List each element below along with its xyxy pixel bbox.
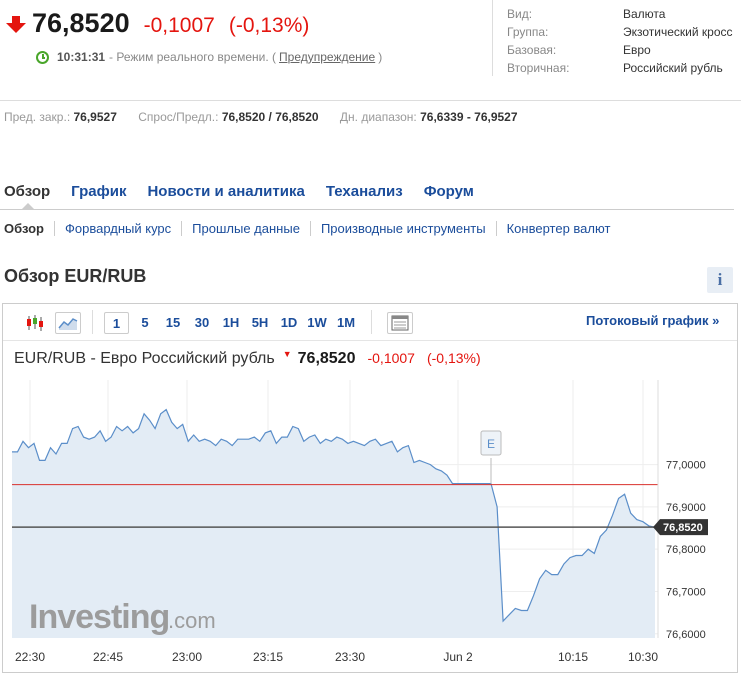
interval-5-button[interactable]: 5 bbox=[141, 315, 149, 330]
quote-row: 76,8520 -0,1007 (-0,13%) bbox=[4, 8, 309, 39]
area-chart-icon[interactable] bbox=[55, 312, 81, 334]
tab-technical[interactable]: Теханализ bbox=[325, 183, 403, 200]
interval-1w-button[interactable]: 1W bbox=[307, 315, 327, 330]
x-tick-label: 10:30 bbox=[628, 650, 658, 664]
info-base-value: Евро bbox=[623, 43, 651, 57]
tab-chart[interactable]: График bbox=[71, 183, 127, 200]
info-type-label: Вид: bbox=[507, 7, 533, 21]
y-tick-label: 76,8000 bbox=[666, 544, 706, 556]
bid-ask-value: 76,8520 / 76,8520 bbox=[221, 110, 319, 124]
y-tick-label: 77,0000 bbox=[666, 460, 706, 472]
info-type-value: Валюта bbox=[623, 7, 666, 21]
main-tabs: Обзор График Новости и аналитика Теханал… bbox=[4, 183, 495, 200]
price-line bbox=[12, 408, 656, 623]
subtab-historical-data[interactable]: Прошлые данные bbox=[181, 221, 310, 236]
subtab-overview[interactable]: Обзор bbox=[4, 221, 44, 236]
chart-price: 76,8520 bbox=[297, 350, 356, 367]
x-tick-label: 22:30 bbox=[15, 650, 45, 664]
price-area-fill bbox=[12, 409, 655, 638]
subtab-derivatives[interactable]: Производные инструменты bbox=[309, 221, 496, 236]
current-price-tag bbox=[653, 519, 708, 536]
time-row: 10:31:31 - Режим реального времени. ( Пр… bbox=[36, 50, 382, 64]
x-tick-label: 23:15 bbox=[253, 650, 283, 664]
chart-header: EUR/RUB - Евро Российский рубль ▼ 76,852… bbox=[14, 349, 481, 368]
realtime-mode-close: ) bbox=[378, 50, 383, 64]
toolbar-divider bbox=[3, 340, 737, 341]
info-button[interactable]: i bbox=[707, 267, 733, 293]
chart-change: -0,1007 bbox=[367, 350, 415, 366]
price-chart[interactable]: E 77,0000 76,9000 76,8000 76,7000 76,6000 76,8… bbox=[3, 372, 737, 672]
last-price: 76,8520 bbox=[32, 8, 130, 38]
y-tick-label: 76,6000 bbox=[666, 629, 706, 641]
prev-close-value: 76,9527 bbox=[73, 110, 117, 124]
streaming-chart-link[interactable]: Потоковый график » bbox=[586, 313, 720, 328]
interval-1d-button[interactable]: 1D bbox=[280, 315, 298, 330]
subtab-currency-converter[interactable]: Конвертер валют bbox=[495, 221, 621, 236]
tab-forum[interactable]: Форум bbox=[423, 183, 474, 200]
table-icon[interactable] bbox=[387, 312, 413, 334]
info-group-label: Группа: bbox=[507, 25, 549, 39]
interval-5h-button[interactable]: 5H bbox=[251, 315, 269, 330]
current-price-tag-label: 76,8520 bbox=[663, 522, 703, 534]
day-range-label: Дн. диапазон: bbox=[339, 110, 417, 124]
day-range-value: 76,6339 - 76,9527 bbox=[420, 110, 518, 124]
chart-toolbar: 1 5 15 30 1H 5H 1D 1W 1M bbox=[2, 304, 738, 340]
interval-30-button[interactable]: 30 bbox=[194, 315, 210, 330]
watermark-suffix: .com bbox=[168, 608, 216, 633]
page-title: Обзор EUR/RUB bbox=[4, 266, 147, 286]
clock-icon bbox=[36, 50, 49, 64]
realtime-mode-text: - Режим реального времени. ( bbox=[109, 50, 277, 64]
tab-news[interactable]: Новости и аналитика bbox=[147, 183, 305, 200]
warning-link[interactable]: Предупреждение bbox=[279, 50, 376, 64]
y-tick-label: 76,7000 bbox=[666, 586, 706, 598]
bid-ask-label: Спрос/Предл.: bbox=[138, 110, 219, 124]
x-tick-label: 23:30 bbox=[335, 650, 365, 664]
interval-1-button[interactable]: 1 bbox=[104, 312, 129, 334]
info-base-label: Базовая: bbox=[507, 43, 557, 57]
chart-instrument-name: EUR/RUB - Евро Российский рубль bbox=[14, 350, 275, 367]
interval-1h-button[interactable]: 1H bbox=[222, 315, 240, 330]
subtab-forward-rates[interactable]: Форвардный курс bbox=[54, 221, 181, 236]
x-tick-label: 10:15 bbox=[558, 650, 588, 664]
candlestick-icon[interactable] bbox=[24, 312, 46, 334]
y-tick-label: 76,9000 bbox=[666, 502, 706, 514]
interval-1m-button[interactable]: 1M bbox=[336, 315, 356, 330]
info-quote-value: Российский рубль bbox=[623, 61, 723, 75]
prev-close-label: Пред. закр.: bbox=[4, 110, 71, 124]
x-tick-label: 23:00 bbox=[172, 650, 202, 664]
divider bbox=[0, 100, 741, 101]
interval-15-button[interactable]: 15 bbox=[165, 315, 181, 330]
price-change-percent: (-0,13%) bbox=[228, 14, 310, 37]
down-arrow-icon: ▼ bbox=[282, 349, 292, 359]
event-marker-label: E bbox=[487, 437, 495, 451]
last-update-time: 10:31:31 bbox=[57, 50, 106, 64]
instrument-info: Вид: Валюта Группа: Экзотический кросс Баз… bbox=[492, 0, 741, 76]
info-group-value: Экзотический кросс bbox=[623, 25, 733, 39]
chart-change-percent: (-0,13%) bbox=[426, 350, 481, 366]
x-tick-label: 22:45 bbox=[93, 650, 123, 664]
x-tick-label: Jun 2 bbox=[443, 650, 473, 664]
price-change: -0,1007 bbox=[143, 14, 215, 37]
info-quote-label: Вторичная: bbox=[507, 61, 570, 75]
stats-row: Пред. закр.: 76,9527 Спрос/Предл.: 76,85… bbox=[4, 110, 518, 124]
active-tab-indicator bbox=[22, 203, 34, 209]
tabs-divider bbox=[0, 209, 734, 210]
watermark-logo: Investing bbox=[29, 598, 169, 636]
event-marker-box bbox=[480, 430, 502, 456]
tab-overview[interactable]: Обзор bbox=[4, 183, 51, 200]
sub-tabs: Обзор Форвардный курс Прошлые данные Про… bbox=[4, 221, 620, 236]
